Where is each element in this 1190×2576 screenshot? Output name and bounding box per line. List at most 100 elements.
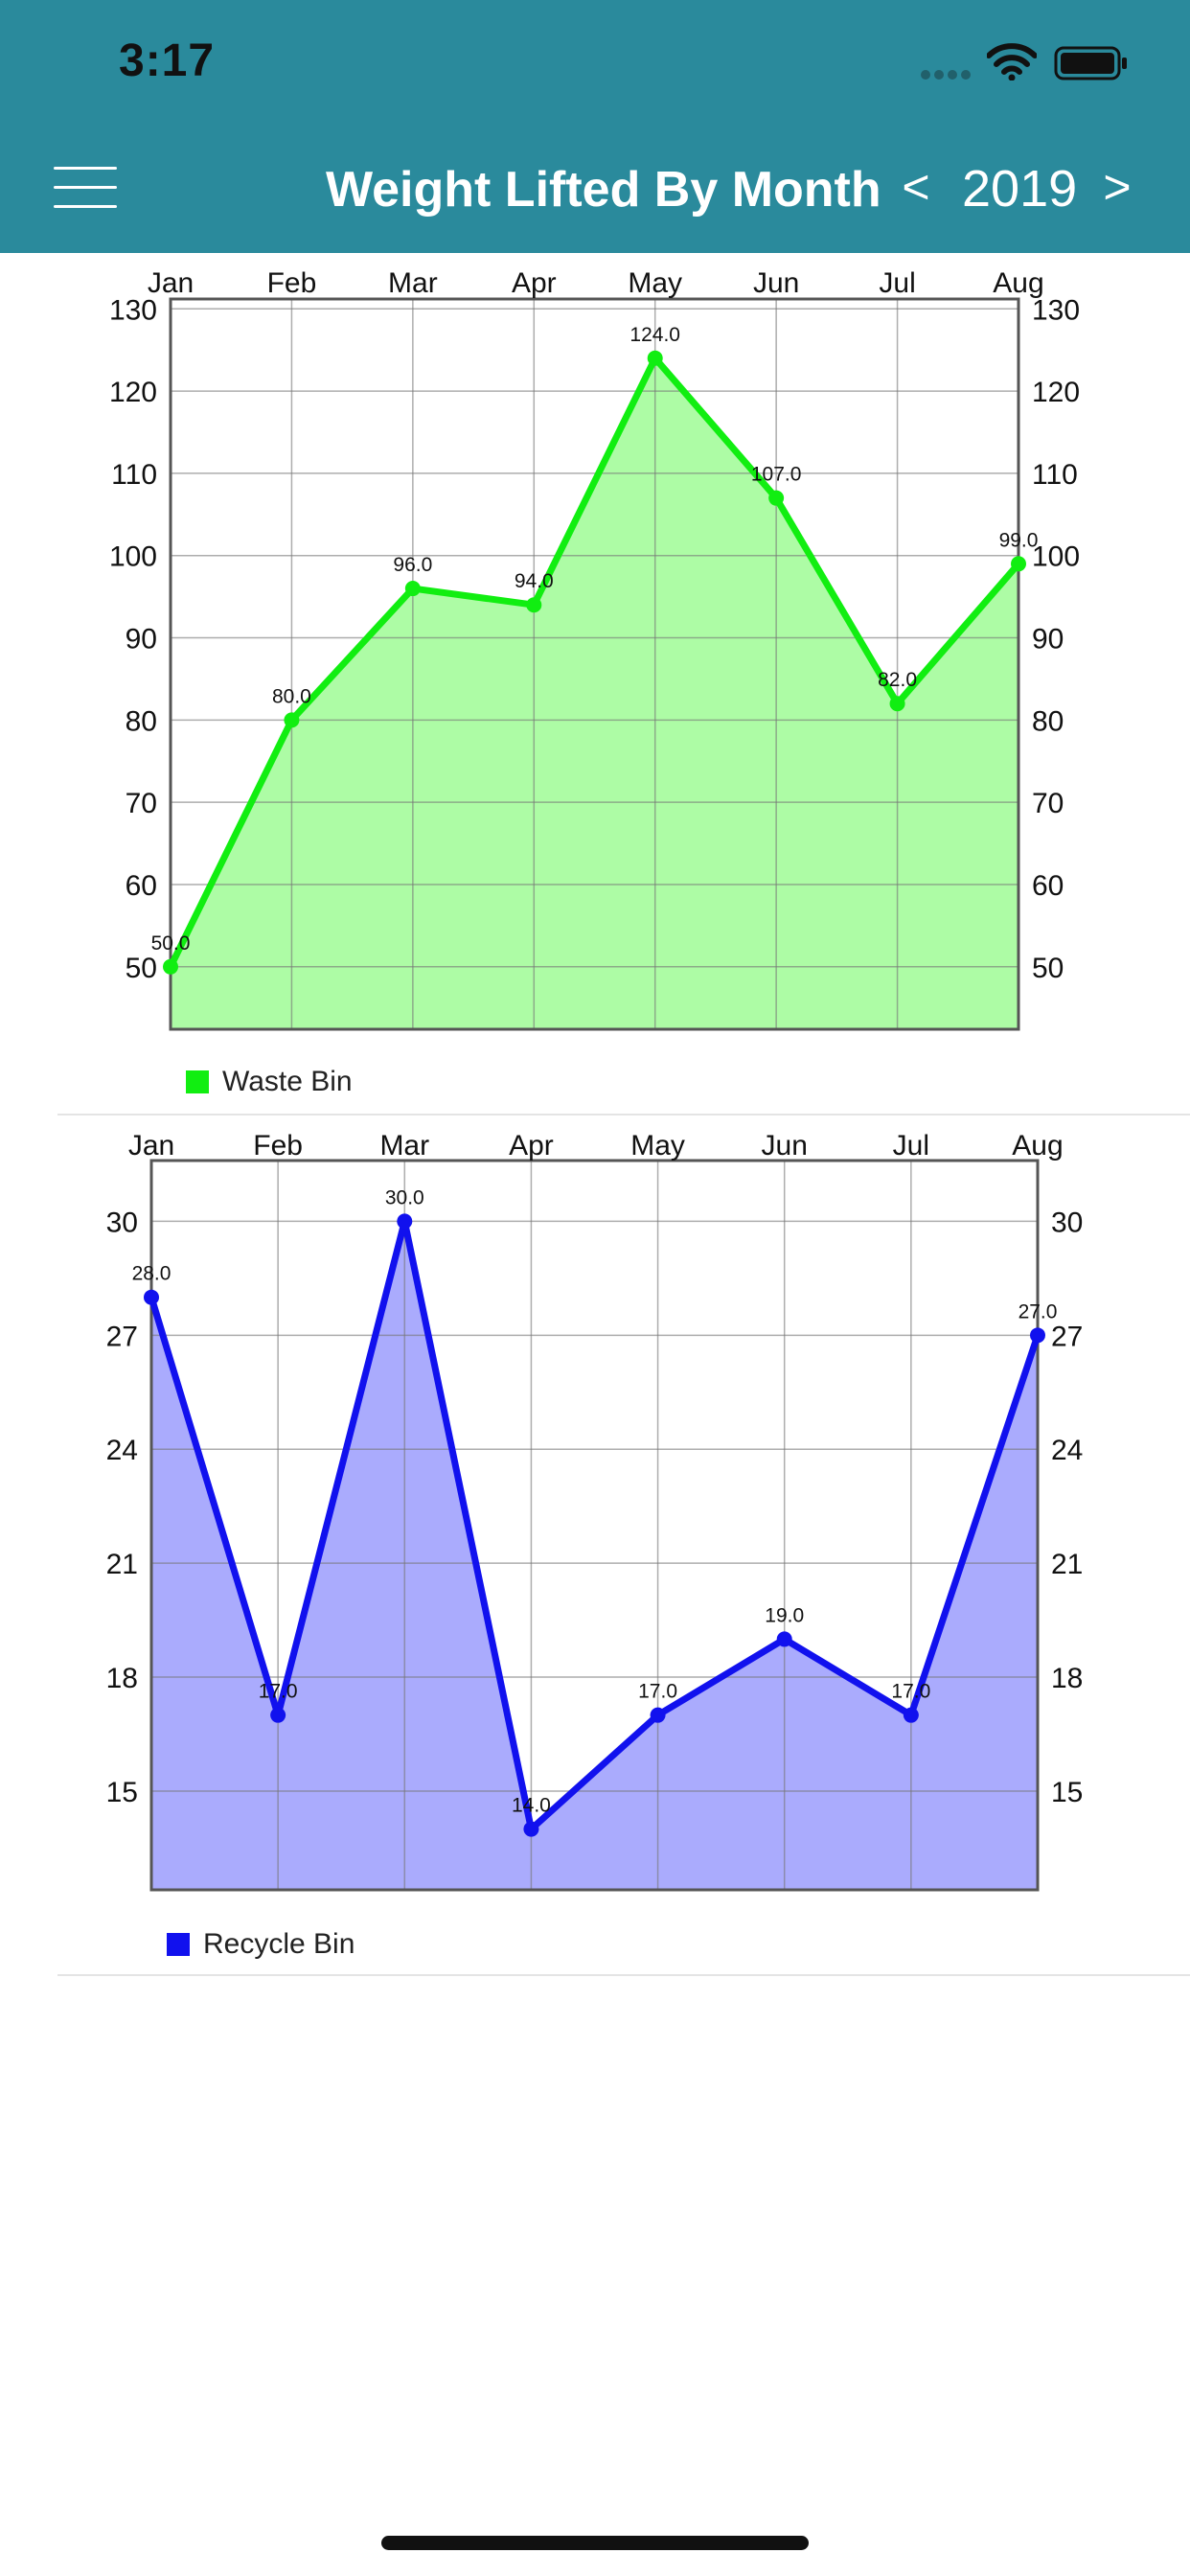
chart-divider bbox=[57, 1974, 1190, 1976]
recycle-y-tick-label-left: 24 bbox=[106, 1435, 138, 1466]
waste-y-tick-label-right: 100 bbox=[1032, 541, 1080, 573]
waste-x-tick-label: Mar bbox=[388, 267, 438, 299]
waste-y-tick-label-left: 120 bbox=[109, 377, 157, 408]
recycle-data-label: 28.0 bbox=[132, 1263, 172, 1285]
recycle-x-tick-label: May bbox=[630, 1130, 685, 1162]
waste-bin-legend-label: Waste Bin bbox=[222, 1066, 353, 1097]
waste-y-tick-label-left: 50 bbox=[126, 953, 157, 984]
waste-y-tick-label-left: 70 bbox=[126, 788, 157, 819]
waste-data-label: 80.0 bbox=[272, 685, 311, 707]
recycle-y-tick-label-right: 15 bbox=[1051, 1777, 1083, 1808]
recycle-series-line bbox=[148, 1217, 1041, 1833]
recycle-area-fill bbox=[151, 1221, 1038, 1890]
menu-button[interactable] bbox=[54, 165, 121, 213]
next-year-button[interactable]: > bbox=[1103, 160, 1132, 214]
recycle-x-tick-label: Feb bbox=[253, 1130, 303, 1162]
waste-data-label: 107.0 bbox=[751, 464, 802, 486]
year-label: 2019 bbox=[962, 160, 1078, 218]
recycle-data-point bbox=[1030, 1327, 1045, 1344]
waste-bin-legend: Waste Bin bbox=[186, 1066, 353, 1098]
recycle-x-tick-label: Mar bbox=[379, 1130, 429, 1162]
waste-y-tick-label-right: 60 bbox=[1032, 870, 1064, 902]
waste-bin-chart-svg: 50.0 80.0 96.0 94.0 124.0 107.0 82.0 99.0 Jan Feb… bbox=[109, 267, 1080, 1031]
recycle-y-tick-label-left: 27 bbox=[106, 1321, 138, 1352]
recycle-y-tick-label-left: 21 bbox=[106, 1549, 138, 1580]
waste-x-tick-label: Jun bbox=[753, 267, 799, 299]
recycle-y-tick-label-right: 21 bbox=[1051, 1549, 1083, 1580]
recycle-x-tick-label: Apr bbox=[509, 1130, 554, 1162]
waste-y-tick-label-right: 50 bbox=[1032, 953, 1064, 984]
waste-x-tick-label: Jan bbox=[148, 267, 194, 299]
home-indicator bbox=[381, 2536, 809, 2550]
recycle-data-point bbox=[523, 1821, 539, 1837]
waste-area-fill bbox=[171, 357, 1018, 1029]
recycle-data-point bbox=[650, 1707, 666, 1723]
menu-line bbox=[54, 205, 117, 208]
waste-y-tick-label-right: 70 bbox=[1032, 788, 1064, 819]
waste-y-tick-label-left: 60 bbox=[126, 870, 157, 902]
recycle-data-point bbox=[903, 1707, 919, 1723]
waste-x-tick-label: Feb bbox=[267, 267, 317, 299]
recycle-x-tick-label: Jun bbox=[762, 1130, 808, 1162]
waste-x-tick-label: Jul bbox=[879, 267, 915, 299]
recycle-data-point bbox=[397, 1213, 413, 1230]
recycle-data-point bbox=[144, 1289, 159, 1305]
recycle-y-tick-label-right: 30 bbox=[1051, 1207, 1083, 1238]
recycle-plot-border bbox=[149, 1159, 1040, 1892]
waste-data-point bbox=[768, 490, 785, 506]
recycle-data-label: 17.0 bbox=[638, 1681, 677, 1703]
recycle-y-tick-label-right: 24 bbox=[1051, 1435, 1083, 1466]
battery-icon bbox=[1054, 46, 1127, 80]
recycle-y-tick-label-right: 27 bbox=[1051, 1321, 1083, 1352]
waste-data-label: 50.0 bbox=[151, 932, 191, 954]
recycle-y-tick-label-left: 18 bbox=[106, 1663, 138, 1694]
waste-y-tick-label-right: 80 bbox=[1032, 705, 1064, 737]
waste-data-label: 99.0 bbox=[999, 529, 1039, 551]
recycle-x-tick-label: Jul bbox=[893, 1130, 929, 1162]
waste-y-tick-label-right: 90 bbox=[1032, 624, 1064, 656]
recycle-data-label: 30.0 bbox=[385, 1186, 424, 1208]
page-title: Weight Lifted By Month bbox=[326, 162, 881, 218]
recycle-data-label: 14.0 bbox=[512, 1795, 551, 1817]
recycle-bin-legend-label: Recycle Bin bbox=[203, 1928, 355, 1960]
previous-year-button[interactable]: < bbox=[902, 160, 930, 214]
waste-x-tick-label: Aug bbox=[993, 267, 1043, 299]
menu-line bbox=[54, 186, 117, 189]
waste-bin-legend-swatch bbox=[186, 1070, 209, 1093]
waste-data-point bbox=[647, 350, 663, 366]
waste-data-label: 124.0 bbox=[629, 324, 680, 346]
recycle-x-tick-label: Jan bbox=[128, 1130, 174, 1162]
recycle-x-tick-label: Aug bbox=[1012, 1130, 1063, 1162]
menu-line bbox=[54, 167, 117, 170]
chart-divider bbox=[57, 1114, 1190, 1116]
recycle-bin-legend-swatch bbox=[167, 1933, 190, 1956]
recycle-data-label: 17.0 bbox=[891, 1681, 930, 1703]
waste-x-tick-label: Apr bbox=[512, 267, 557, 299]
waste-data-label: 94.0 bbox=[515, 570, 554, 592]
waste-data-point bbox=[889, 696, 905, 712]
waste-y-tick-label-right: 110 bbox=[1032, 459, 1078, 491]
status-time: 3:17 bbox=[119, 35, 216, 86]
waste-y-tick-label-left: 80 bbox=[126, 705, 157, 737]
recycle-data-label: 19.0 bbox=[765, 1604, 804, 1626]
recycle-bin-legend: Recycle Bin bbox=[167, 1928, 355, 1961]
waste-y-tick-label-left: 100 bbox=[109, 541, 157, 573]
recycle-y-tick-label-left: 15 bbox=[106, 1777, 138, 1808]
waste-data-label: 82.0 bbox=[878, 669, 917, 691]
recycle-y-tick-label-right: 18 bbox=[1051, 1663, 1083, 1694]
waste-y-tick-label-left: 90 bbox=[126, 624, 157, 656]
recycle-data-label: 27.0 bbox=[1018, 1300, 1058, 1322]
waste-data-point bbox=[163, 958, 178, 975]
waste-data-point bbox=[284, 712, 300, 728]
waste-y-tick-label-right: 120 bbox=[1032, 377, 1080, 408]
waste-bin-chart: 50.0 80.0 96.0 94.0 124.0 107.0 82.0 99.0 Jan Feb… bbox=[0, 253, 1190, 1116]
recycle-data-label: 17.0 bbox=[259, 1681, 298, 1703]
recycle-bin-chart-svg: 28.0 17.0 30.0 14.0 17.0 19.0 17.0 27.0 Jan Feb Ma… bbox=[106, 1130, 1083, 1892]
waste-y-tick-label-left: 110 bbox=[111, 459, 157, 491]
waste-y-tick-label-right: 130 bbox=[1032, 294, 1080, 326]
recycle-y-tick-label-left: 30 bbox=[106, 1207, 138, 1238]
waste-y-tick-label-left: 130 bbox=[109, 294, 157, 326]
waste-data-point bbox=[526, 597, 542, 613]
recycle-data-point bbox=[270, 1707, 286, 1723]
waste-x-tick-label: May bbox=[628, 267, 682, 299]
